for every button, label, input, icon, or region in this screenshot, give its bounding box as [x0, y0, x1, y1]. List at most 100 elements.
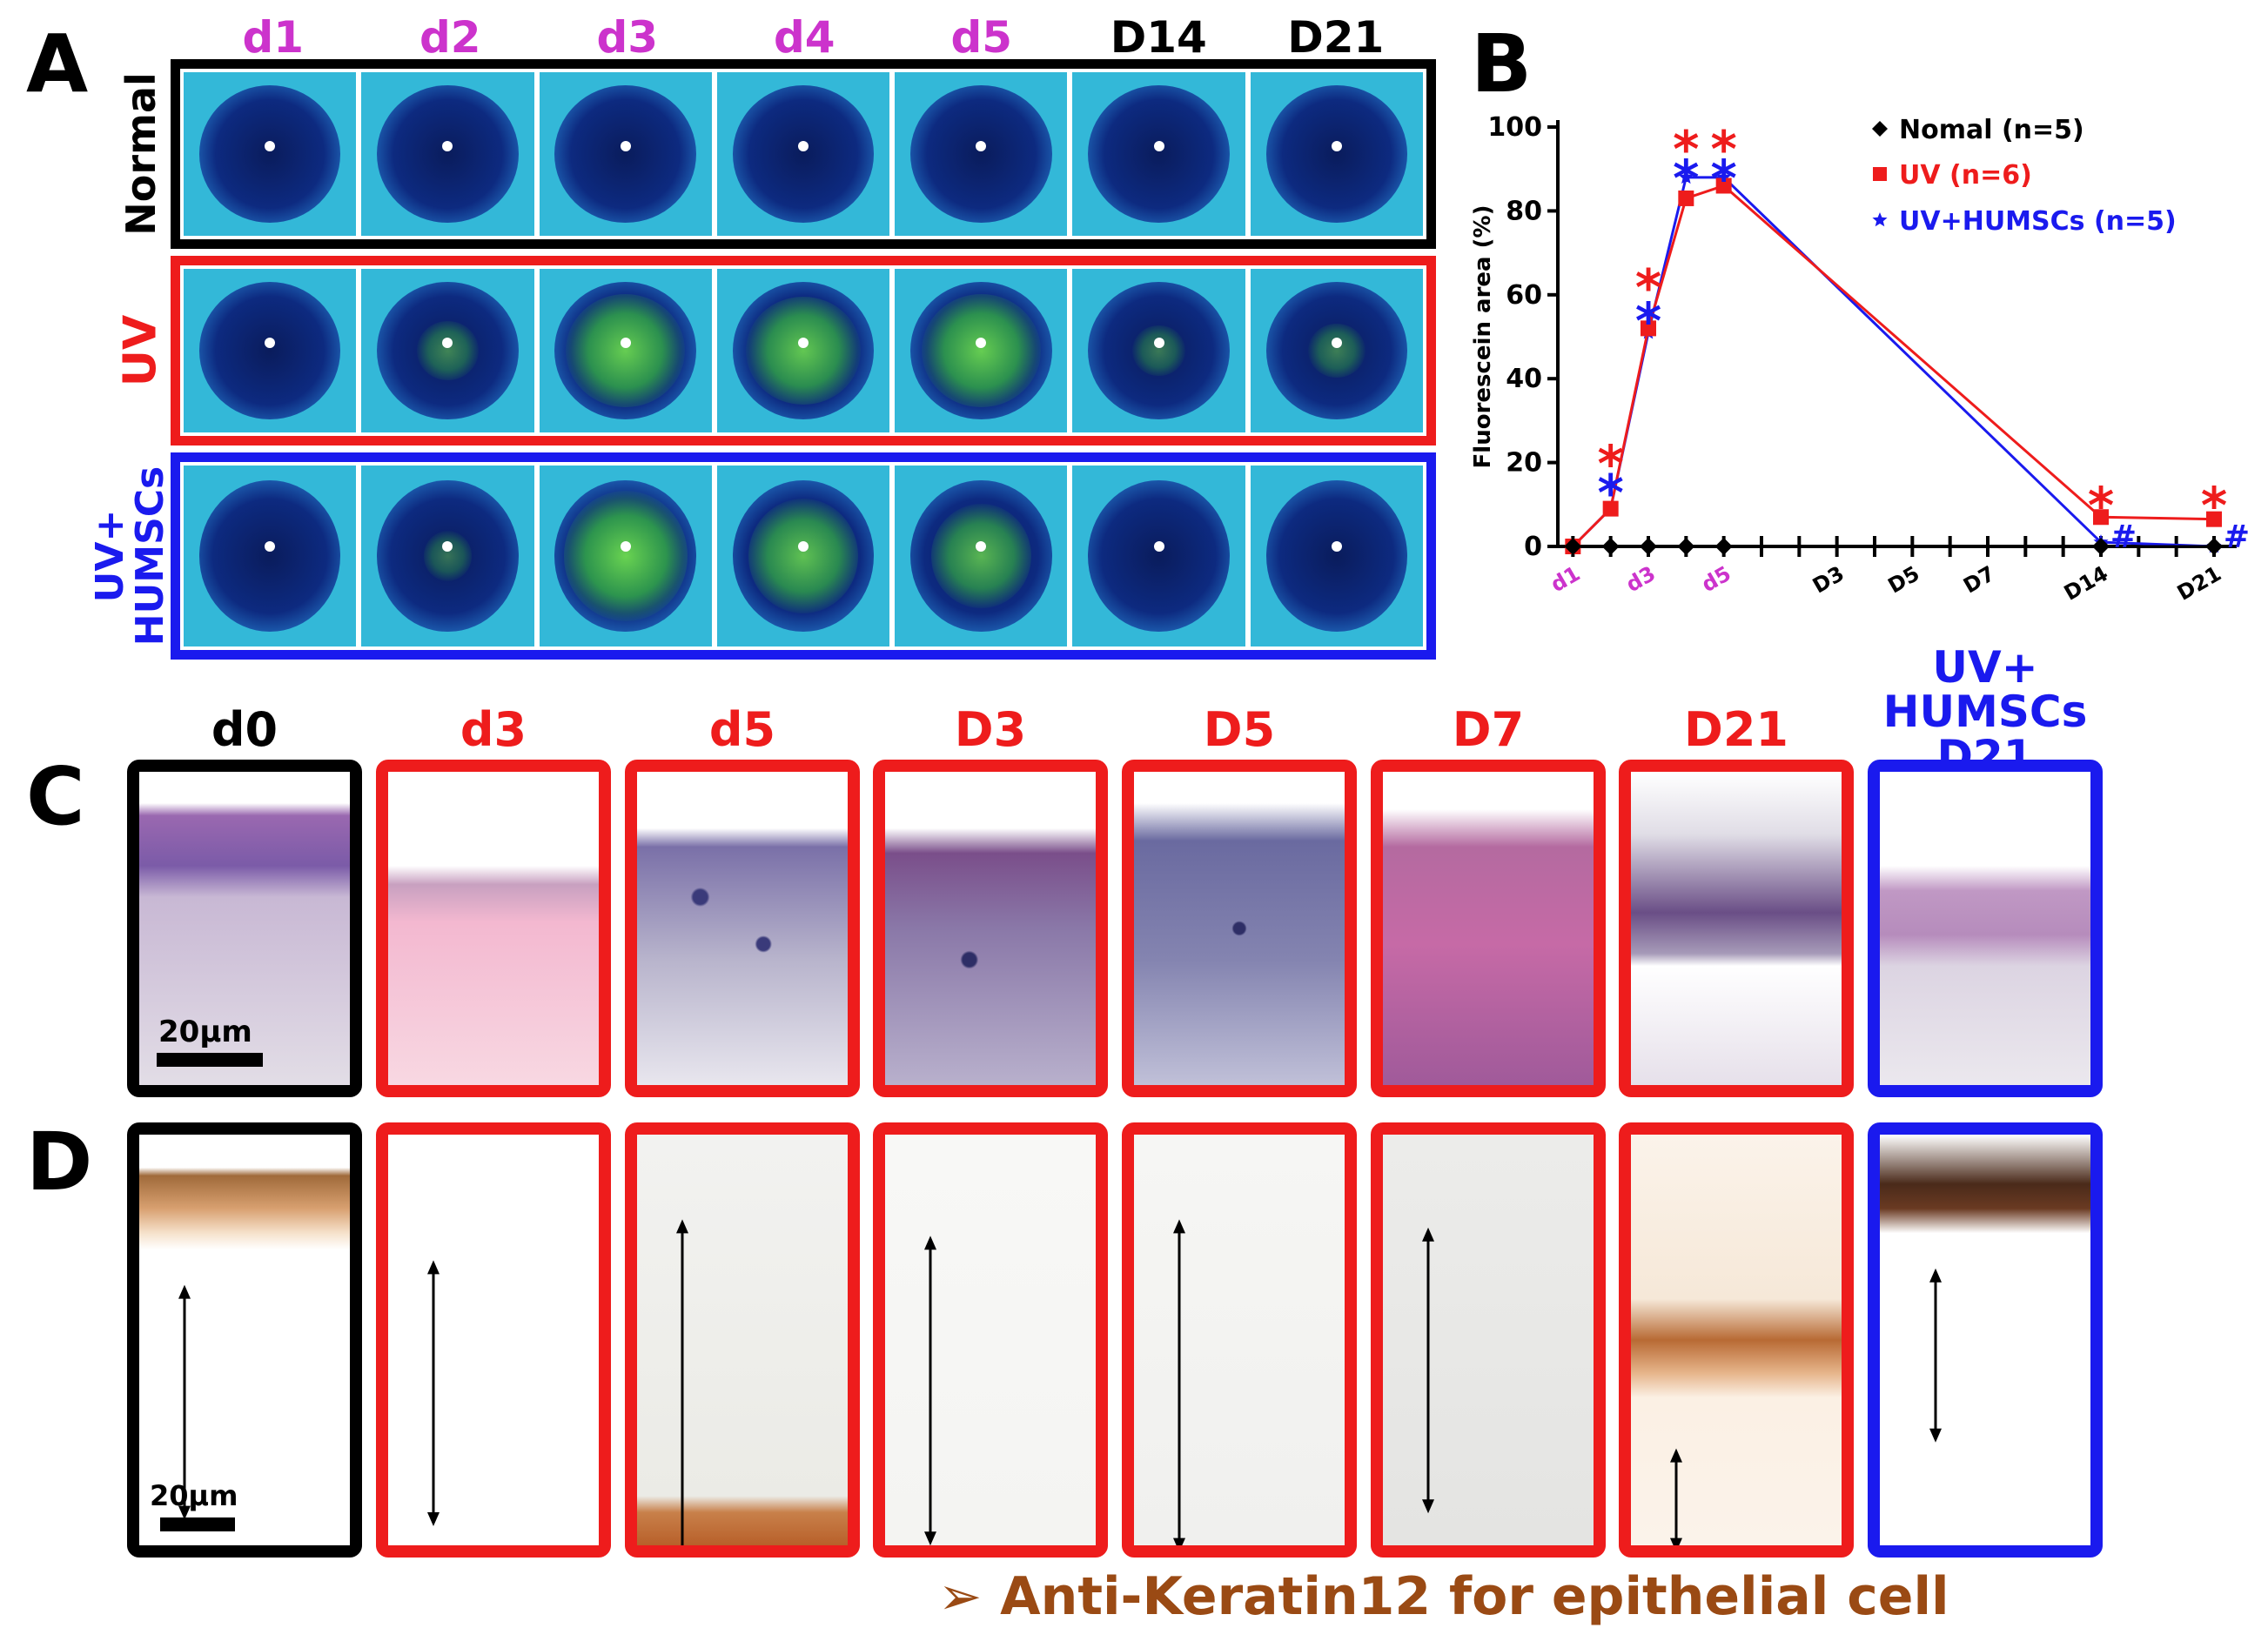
eye-image	[1072, 72, 1245, 236]
histology-column-label: d5	[708, 702, 776, 757]
legend-marker	[1872, 121, 1888, 137]
cornea	[554, 85, 696, 223]
legend-marker	[1872, 212, 1888, 227]
he-section	[376, 760, 611, 1097]
y-tick-label: 20	[1506, 448, 1542, 479]
fluorescein-stain	[746, 296, 861, 405]
eye-image	[184, 269, 357, 432]
normal-data-point	[1601, 538, 1620, 555]
y-tick-label: 60	[1506, 280, 1542, 311]
scale-label-c: 20μm	[158, 1015, 252, 1049]
light-reflex	[1153, 140, 1164, 151]
he-section	[625, 760, 860, 1097]
column-label-d4: d4	[773, 12, 835, 63]
eye-image	[184, 72, 357, 236]
column-label-d21: D21	[1287, 12, 1385, 63]
x-tick-label: d5	[1697, 561, 1735, 597]
uv-data-point	[2206, 511, 2222, 527]
eye-image	[1250, 466, 1423, 646]
eye-image	[716, 466, 890, 646]
he-section	[873, 760, 1108, 1097]
fluorescein-line-chart: 0 20 40 60 80 100 Fluorescein area (%) d1 d3 d5 D3…	[1471, 112, 2250, 606]
ihc-section	[127, 1122, 362, 1558]
column-label-d1: d1	[242, 12, 305, 63]
cornea	[377, 85, 519, 223]
legend-marker	[1873, 167, 1887, 181]
he-section	[1868, 760, 2103, 1097]
light-reflex	[620, 337, 631, 348]
fluorescein-stain	[566, 294, 686, 407]
significance-marker: *	[1710, 119, 1736, 178]
light-reflex	[265, 337, 276, 348]
series-line-1	[1572, 184, 2215, 548]
light-reflex	[1331, 140, 1342, 151]
ihc-tissue	[885, 1135, 1096, 1545]
histology-column-label: d3	[460, 702, 527, 757]
light-reflex	[1153, 541, 1164, 553]
panel-label-d: D	[26, 1115, 93, 1209]
stroma-thickness-arrow	[1173, 1219, 1185, 1545]
scale-bar-c	[157, 1053, 263, 1067]
eye-image	[539, 466, 712, 646]
light-reflex	[976, 541, 987, 553]
ihc-tissue	[388, 1135, 599, 1545]
stroma-thickness-arrow	[676, 1219, 688, 1545]
light-reflex	[1331, 337, 1342, 348]
y-tick-label: 80	[1506, 196, 1542, 226]
ihc-section	[1868, 1122, 2103, 1558]
histology-column-label: D21	[1684, 702, 1788, 757]
row-label-uv: UV	[114, 314, 167, 387]
cornea	[1088, 85, 1230, 223]
uv-row	[171, 256, 1436, 445]
light-reflex	[620, 541, 631, 553]
significance-marker: *	[1673, 119, 1699, 178]
x-tick-label: d1	[1547, 561, 1584, 597]
uv-data-point	[1678, 190, 1694, 206]
legend-label: Nomal (n=5)	[1899, 115, 2084, 145]
cornea	[198, 85, 341, 223]
histology-column-label: D5	[1203, 702, 1276, 757]
ihc-section	[1371, 1122, 1606, 1558]
x-tick-label: D3	[1808, 561, 1849, 599]
stroma-thickness-arrow	[1929, 1268, 1942, 1443]
stroma-thickness-arrow	[1422, 1227, 1434, 1514]
cornea	[1265, 282, 1408, 419]
cornea	[909, 85, 1052, 223]
stroma-thickness-arrow	[178, 1284, 191, 1520]
light-reflex	[265, 140, 276, 151]
stroma-thickness-arrow	[427, 1260, 440, 1526]
ihc-section	[625, 1122, 860, 1558]
light-reflex	[976, 140, 987, 151]
he-section	[127, 760, 362, 1097]
eye-image	[716, 72, 890, 236]
ihc-tissue	[1383, 1135, 1594, 1545]
significance-marker: *	[1597, 464, 1623, 523]
significance-marker: *	[1673, 149, 1699, 208]
eye-image	[1072, 269, 1245, 432]
fluorescein-stain	[416, 321, 480, 380]
ihc-tissue	[1880, 1135, 2090, 1545]
fluorescein-stain	[1307, 323, 1365, 379]
significance-marker: #	[2224, 519, 2250, 554]
uv-humscs-row	[171, 452, 1436, 660]
scale-label-d: 20μm	[150, 1479, 238, 1512]
ihc-tissue	[1631, 1135, 1842, 1545]
normal-data-point	[1677, 538, 1695, 555]
uv-data-point	[1602, 500, 1619, 517]
humscs-data-point	[1678, 169, 1694, 184]
panel-label-b: B	[1471, 17, 1533, 111]
row-label-line1: UV+	[87, 509, 132, 603]
he-tissue	[1631, 772, 1842, 1085]
eye-image	[539, 269, 712, 432]
light-reflex	[798, 337, 809, 348]
cornea	[198, 479, 341, 633]
cornea	[1088, 282, 1230, 419]
ihc-tissue	[1134, 1135, 1345, 1545]
eye-image	[895, 72, 1068, 236]
cornea	[1088, 479, 1230, 633]
significance-marker: #	[2110, 519, 2137, 554]
fluorescein-stain	[930, 503, 1031, 609]
y-tick-label: 0	[1524, 532, 1542, 562]
row-label-line2: HUMSCs	[128, 466, 172, 646]
fluorescein-stain	[563, 491, 688, 621]
